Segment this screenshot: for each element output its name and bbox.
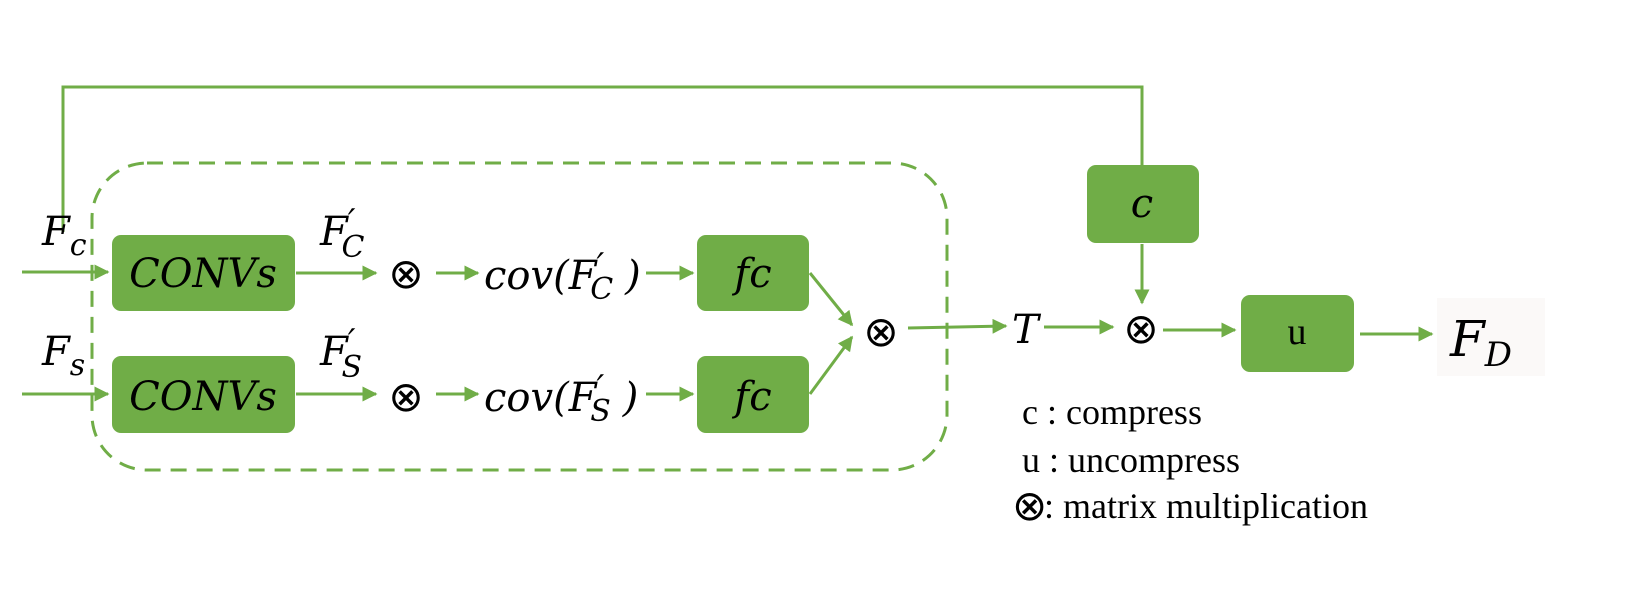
legend-matrix-multiplication: : matrix multiplication xyxy=(1044,486,1368,526)
compress-label: c xyxy=(1131,181,1153,227)
fc-bottom-to-merge-arrow xyxy=(808,335,854,395)
mult-merge-symbol: ⊗ xyxy=(863,307,898,356)
fc-bottom-label: fc xyxy=(731,374,771,420)
mult-final-symbol: ⊗ xyxy=(1123,304,1158,353)
input-fc-label: Fc xyxy=(41,209,87,263)
convs-top-label: CONVs xyxy=(129,251,277,297)
convs-bottom-box xyxy=(112,356,295,433)
fc-top-label: fc xyxy=(731,251,771,297)
fd-output-label: FD xyxy=(1449,310,1512,375)
cov-fs-label: cov(F′ S) xyxy=(484,368,638,429)
module-dashed-boundary xyxy=(90,161,949,472)
fc-prime-label: F′ C xyxy=(319,202,365,265)
fc-top-box xyxy=(697,235,809,311)
fc-top-to-merge-arrow xyxy=(808,272,854,327)
convs-bottom-label: CONVs xyxy=(129,374,277,420)
legend-compress: c : compress xyxy=(1022,392,1202,432)
mult-bottom-symbol: ⊗ xyxy=(388,372,423,421)
fd-label-background xyxy=(1437,298,1545,376)
skip-connection-line xyxy=(61,85,1144,232)
compress-box xyxy=(1087,165,1199,243)
fs-prime-label: F′ S xyxy=(319,322,362,385)
t-label: T xyxy=(1012,307,1042,353)
legend-uncompress: u : uncompress xyxy=(1022,440,1240,480)
cov-fc-label: cov(F′ C) xyxy=(484,246,641,307)
fc-bottom-box xyxy=(697,356,809,433)
input-fs-label: Fs xyxy=(41,329,85,383)
merge-to-t-arrow xyxy=(907,318,1008,334)
uncompress-box xyxy=(1241,295,1354,372)
mult-top-symbol: ⊗ xyxy=(388,249,423,298)
uncompress-label: u xyxy=(1288,311,1307,353)
convs-top-box xyxy=(112,235,295,311)
legend-otimes-symbol: ⊗ xyxy=(1012,481,1047,530)
